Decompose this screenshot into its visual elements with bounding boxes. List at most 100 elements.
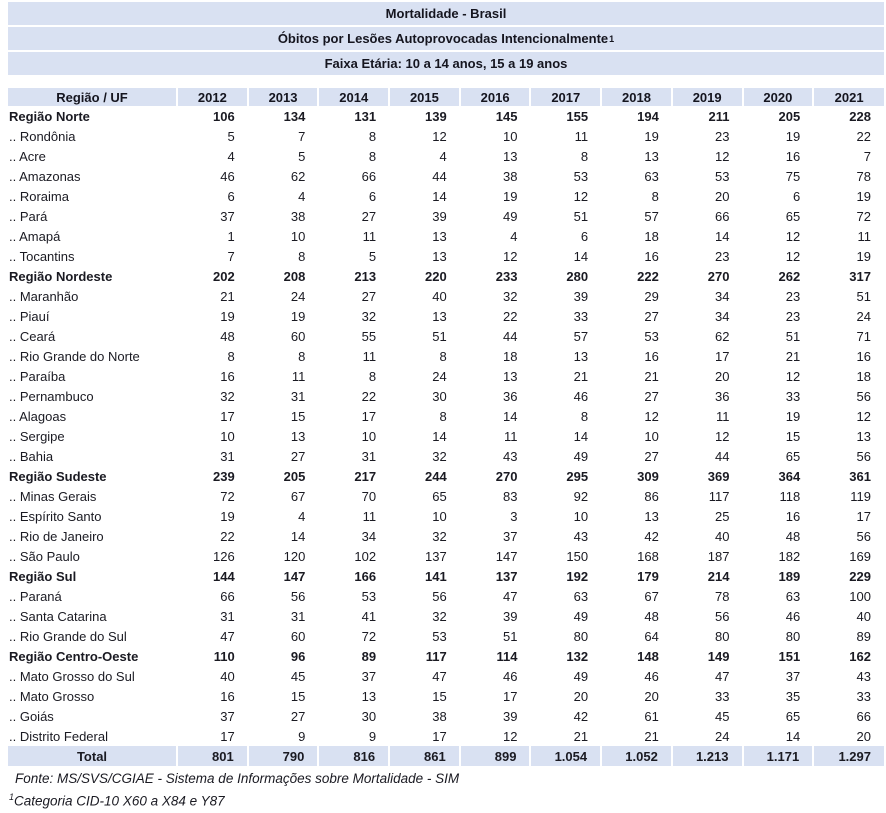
cell-2013: 14 (290, 528, 306, 544)
row-label: .. Maranhão (9, 288, 79, 304)
row-label: Total (8, 746, 177, 766)
cell-2016: 11 (503, 428, 518, 444)
table-body: Região Norte 106 134 131 139 145 155 194 211 205 2… (8, 106, 884, 766)
cell-2019: 187 (707, 548, 730, 564)
cell-2015: 44 (432, 168, 447, 184)
cell-2012: 126 (212, 548, 235, 564)
cell-2014: 27 (361, 288, 377, 304)
cell-2019: 214 (707, 568, 730, 584)
cell-2020: 21 (785, 348, 801, 364)
cell-2021: 19 (856, 248, 871, 264)
cell-2015: 12 (432, 128, 447, 144)
cell-2013: 8 (298, 348, 306, 364)
cell-2017: 42 (573, 708, 589, 724)
cell-2021: 78 (856, 168, 871, 184)
cell-2021: 20 (856, 728, 871, 744)
row-label: .. Roraima (9, 188, 69, 204)
cell-2015: 53 (432, 628, 447, 644)
cell-2014: 8 (368, 148, 377, 164)
table-row-region: Região Centro-Oeste 110 96 89 117 114 132 148 14… (8, 646, 884, 666)
cell-2019: 12 (715, 428, 730, 444)
cell-2017: 280 (566, 268, 589, 284)
cell-2015: 13 (432, 308, 447, 324)
cell-2012: 31 (220, 448, 235, 464)
cell-2021: 19 (856, 188, 871, 204)
col-header-year-2021: 2021 (812, 88, 884, 106)
cell-2017: 21 (573, 368, 589, 384)
cell-2016: 12 (502, 248, 518, 264)
cell-2021: 1.297 (812, 746, 884, 766)
row-label: .. Mato Grosso (9, 688, 95, 704)
cell-2015: 40 (432, 288, 447, 304)
row-label: .. Rio Grande do Norte (9, 348, 140, 364)
cell-2019: 11 (716, 408, 730, 424)
cell-2017: 92 (573, 488, 589, 504)
row-label: Região Norte (9, 108, 90, 124)
cell-2018: 53 (644, 328, 659, 344)
cell-2014: 31 (361, 448, 377, 464)
cell-2018: 86 (644, 488, 659, 504)
cell-2020: 262 (778, 268, 801, 284)
cell-2017: 295 (566, 468, 589, 484)
cell-2020: 23 (785, 308, 801, 324)
cell-2015: 139 (425, 108, 447, 124)
cell-2012: 66 (220, 588, 235, 604)
report-title-text: Mortalidade - Brasil (385, 6, 507, 21)
cell-2015: 117 (425, 648, 447, 664)
cell-2020: 189 (778, 568, 801, 584)
cell-2020: 35 (785, 688, 801, 704)
cell-2021: 66 (856, 708, 871, 724)
table-row-state: .. Amazonas 46 62 66 44 38 53 63 53 75 78 (8, 166, 884, 186)
cell-2017: 43 (573, 528, 589, 544)
cell-2017: 21 (573, 728, 589, 744)
cell-2014: 102 (354, 548, 377, 564)
cell-2017: 1.054 (529, 746, 602, 766)
cell-2021: 7 (863, 148, 871, 164)
cell-2015: 137 (425, 548, 447, 564)
table-row-state: .. Alagoas 17 15 17 8 14 8 12 11 19 12 (8, 406, 884, 426)
cell-2021: 22 (856, 128, 871, 144)
cell-2014: 34 (361, 528, 377, 544)
row-label: Região Nordeste (9, 268, 113, 284)
cell-2019: 17 (715, 348, 730, 364)
cell-2016: 233 (495, 268, 518, 284)
row-label: .. Rio de Janeiro (9, 528, 104, 544)
cell-2021: 12 (856, 408, 871, 424)
spacer (8, 77, 882, 88)
cell-2013: 38 (290, 208, 306, 224)
cell-2016: 36 (502, 388, 518, 404)
cell-2021: 18 (856, 368, 871, 384)
cell-2014: 9 (368, 728, 377, 744)
cell-2018: 21 (644, 368, 659, 384)
cell-2012: 10 (220, 428, 235, 444)
cell-2018: 42 (644, 528, 659, 544)
cell-2016: 49 (502, 208, 518, 224)
report-subtitle-text: Óbitos por Lesões Autoprovocadas Intenci… (277, 31, 609, 46)
cell-2014: 27 (361, 208, 377, 224)
cell-2016: 37 (502, 528, 518, 544)
cell-2018: 64 (644, 628, 659, 644)
cell-2021: 11 (857, 228, 872, 244)
row-label: .. Paraná (9, 588, 62, 604)
cell-2018: 27 (644, 388, 659, 404)
cell-2020: 12 (785, 248, 801, 264)
row-label: .. Sergipe (9, 428, 65, 444)
footnote-marker: 1 (9, 792, 15, 802)
cell-2019: 12 (715, 148, 730, 164)
cell-2021: 317 (849, 268, 871, 284)
cell-2014: 41 (361, 608, 377, 624)
cell-2015: 8 (439, 408, 447, 424)
cell-2017: 20 (573, 688, 589, 704)
cell-2016: 145 (495, 108, 518, 124)
cell-2014: 11 (362, 228, 377, 244)
row-label: .. Pernambuco (9, 388, 94, 404)
cell-2017: 49 (573, 668, 589, 684)
cell-2018: 27 (644, 308, 659, 324)
cell-2016: 13 (502, 148, 518, 164)
cell-2016: 4 (510, 228, 518, 244)
footnote: 1Categoria CID-10 X60 a X84 e Y87 (8, 792, 882, 809)
cell-2017: 132 (566, 648, 589, 664)
cell-2012: 106 (212, 108, 235, 124)
table-row-state: .. Pará 37 38 27 39 49 51 57 66 65 72 (8, 206, 884, 226)
